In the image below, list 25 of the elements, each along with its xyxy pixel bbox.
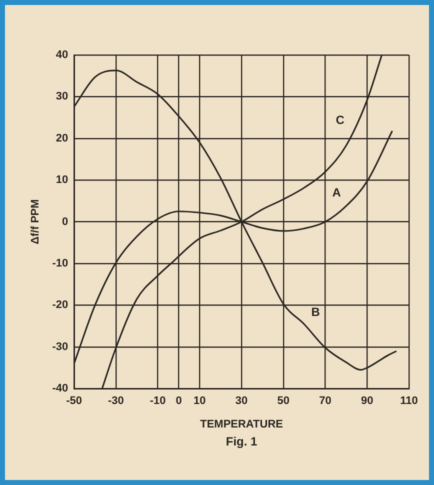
x-tick-label: -50 [66, 395, 82, 408]
y-tick-label: 20 [56, 132, 68, 144]
y-tick-label: 40 [56, 49, 68, 62]
x-tick-label: 10 [194, 395, 206, 408]
x-tick-label: 70 [319, 395, 332, 408]
x-tick-label: -30 [108, 395, 124, 408]
y-tick-label: -30 [52, 340, 68, 353]
annotation: A [332, 186, 342, 200]
x-tick-label: 50 [277, 395, 290, 408]
x-tick-label: 110 [400, 395, 418, 408]
x-axis-title: TEMPERATURE [200, 418, 284, 430]
y-tick-label: 30 [56, 90, 68, 103]
annotation: C [336, 112, 345, 127]
x-tick-label: 90 [361, 395, 374, 408]
y-tick-label: 10 [56, 174, 68, 186]
annotation: B [311, 305, 320, 320]
x-tick-label: -10 [150, 395, 166, 408]
y-tick-label: 0 [62, 216, 68, 228]
y-tick-label: -20 [52, 299, 68, 312]
y-axis-title: Δf/f PPM [30, 199, 42, 244]
x-tick-label: 0 [176, 395, 182, 408]
y-tick-label: -40 [52, 382, 68, 395]
caption: Fig. 1 [226, 434, 258, 448]
x-tick-label: 30 [235, 395, 248, 408]
y-tick-label: -10 [52, 258, 68, 270]
